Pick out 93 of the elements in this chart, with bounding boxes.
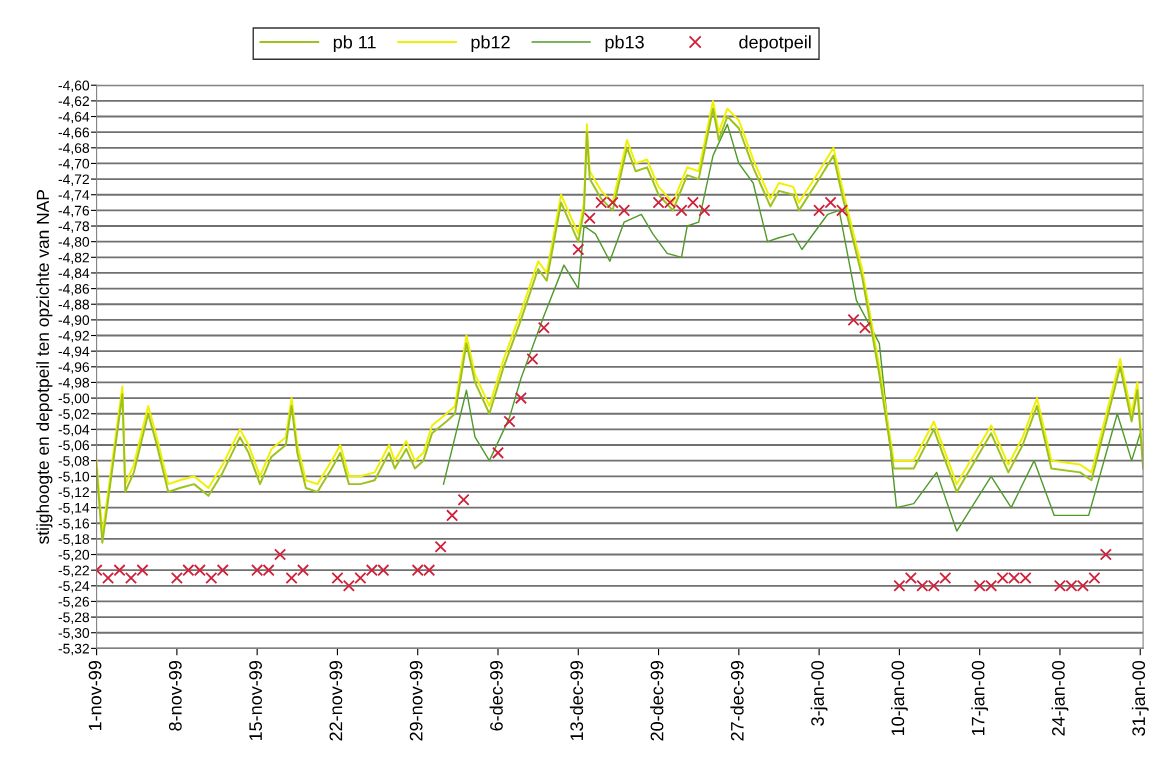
x-tick-label: 29-nov-99: [409, 661, 423, 741]
y-tick-label: -4,68: [58, 143, 90, 155]
y-tick-label: -5,22: [58, 565, 89, 577]
point: [813, 204, 826, 217]
y-tick-label: -5,08: [58, 455, 90, 468]
legend-label: pb13: [605, 35, 644, 53]
point: [618, 204, 631, 217]
y-tick-label: -5,00: [58, 393, 90, 405]
y-tick-label: -4,80: [58, 236, 90, 249]
point: [583, 212, 596, 225]
point: [526, 352, 539, 366]
y-tick-label: -4,82: [58, 252, 89, 265]
y-tick-label: -4,86: [58, 283, 90, 296]
x-tick-label: 6-dec-99: [489, 661, 503, 731]
y-tick-label: -4,94: [58, 346, 90, 358]
point: [572, 243, 585, 256]
point: [1099, 548, 1112, 561]
y-tick-label: -5,04: [58, 424, 90, 437]
point: [354, 571, 367, 585]
y-tick-label: -5,10: [58, 471, 90, 484]
point: [491, 446, 505, 459]
y-tick-label: -4,84: [58, 268, 90, 280]
x-tick-label: 3-jan-00: [810, 660, 828, 726]
y-tick-label: -4,76: [58, 205, 90, 218]
x-tick-label: 8-nov-99: [168, 661, 182, 731]
point: [698, 204, 711, 217]
x-tick-label: 27-dec-99: [730, 661, 744, 741]
y-tick-label: -4,60: [58, 80, 90, 93]
x-tick-label: 13-dec-99: [569, 661, 584, 741]
y-tick-label: -4,98: [58, 377, 90, 390]
point: [847, 313, 860, 326]
point: [446, 509, 459, 522]
y-tick-label: -4,96: [58, 362, 90, 374]
point: [537, 321, 550, 334]
point: [904, 571, 917, 585]
point: [893, 579, 906, 592]
point: [514, 392, 527, 405]
point: [170, 571, 183, 585]
point: [102, 571, 115, 585]
point: [136, 564, 149, 577]
point: [434, 540, 447, 553]
x-tick-label: 15-nov-99: [249, 661, 263, 741]
y-tick-label: -4,74: [58, 190, 90, 202]
y-tick-label: -5,14: [58, 503, 90, 515]
point: [503, 415, 516, 428]
point: [205, 571, 218, 585]
x-tick-label: 24-jan-00: [1051, 660, 1069, 736]
point: [457, 493, 470, 506]
y-tick-label: -5,12: [58, 487, 89, 499]
x-tick-label: 10-jan-00: [890, 660, 908, 736]
y-tick-label: -5,32: [58, 643, 89, 656]
y-tick-label: -4,62: [58, 96, 89, 108]
point: [939, 571, 952, 585]
y-tick-label: -4,66: [58, 127, 90, 139]
point: [296, 564, 310, 577]
point: [824, 196, 837, 209]
point: [1088, 571, 1101, 585]
legend-label: pb12: [471, 35, 510, 53]
y-tick-label: -4,70: [58, 158, 90, 171]
y-tick-label: -5,06: [58, 440, 90, 452]
x-tick-label: 31-jan-00: [1131, 660, 1149, 736]
y-tick-label: -4,64: [58, 111, 90, 124]
y-tick-label: -4,90: [58, 315, 90, 327]
point: [274, 548, 287, 561]
y-axis-title: stijghoogte en depotpeil ten opzichte van NAP: [36, 190, 53, 544]
y-tick-label: -4,88: [58, 299, 90, 312]
y-tick-label: -5,20: [58, 549, 90, 562]
y-tick-label: -4,92: [58, 330, 89, 343]
y-tick-label: -5,28: [58, 612, 90, 624]
point: [858, 321, 872, 334]
point: [113, 564, 126, 577]
point: [675, 204, 688, 217]
legend-label: depotpeil: [739, 35, 811, 53]
x-tick-label: 22-nov-99: [329, 661, 343, 741]
y-tick-label: -5,24: [58, 581, 90, 593]
x-tick-label: 17-jan-00: [971, 660, 989, 736]
point: [686, 196, 700, 209]
x-tick-label: 20-dec-99: [650, 661, 664, 741]
x-tick-label: 1-nov-99: [88, 661, 102, 731]
y-tick-label: -5,18: [58, 534, 90, 546]
point: [216, 564, 229, 577]
y-tick-label: -5,16: [58, 518, 90, 531]
point: [285, 571, 298, 585]
y-tick-label: -4,72: [58, 174, 89, 186]
point: [124, 571, 138, 585]
point: [331, 571, 344, 585]
y-tick-label: -5,30: [58, 628, 90, 640]
point: [835, 204, 849, 217]
y-tick-label: -4,78: [58, 221, 90, 233]
y-tick-label: -5,26: [58, 596, 90, 609]
y-tick-label: -5,02: [58, 409, 89, 421]
point: [342, 579, 355, 592]
legend-label: pb 11: [333, 35, 376, 53]
